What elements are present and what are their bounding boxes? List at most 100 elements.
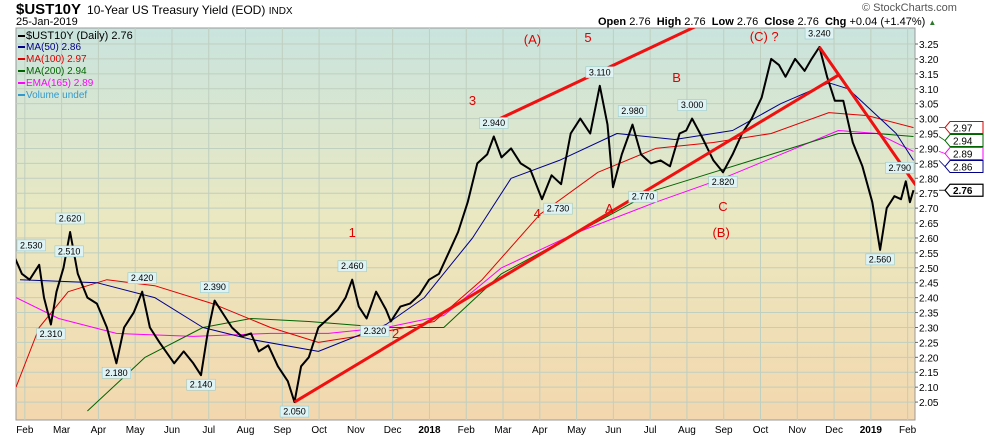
grid: [16, 28, 915, 420]
callout: 2.140: [186, 378, 216, 391]
callout-box: [677, 99, 707, 111]
y-tick-label: 3.10: [919, 85, 939, 96]
y-tick-label: 2.35: [919, 309, 939, 320]
callout: 2.980: [617, 105, 648, 117]
callout: 2.180: [101, 366, 131, 379]
callout: 2.310: [36, 328, 66, 340]
callout: 2.820: [708, 176, 738, 188]
y-tick-label: 2.55: [919, 249, 939, 260]
x-tick-label: Mar: [494, 425, 512, 436]
x-tick-label: May: [126, 425, 145, 436]
callout-box: [885, 161, 915, 174]
high-value: 2.76: [684, 16, 706, 28]
series-ma-100-: [16, 112, 914, 388]
chg-label: Chg: [824, 16, 847, 28]
callout-label: 2.420: [131, 273, 154, 283]
value-tag: 2.86: [938, 160, 984, 174]
callout-box: [186, 378, 216, 391]
y-tick-label: 2.45: [919, 279, 939, 290]
callout: 2.460: [337, 260, 367, 273]
wave-label: 5: [584, 30, 591, 45]
y-tick-label: 3.05: [919, 100, 939, 111]
callout-box: [279, 405, 310, 418]
legend-label: MA(200) 2.94: [26, 66, 87, 77]
callout: 2.320: [360, 325, 390, 337]
y-tick-label: 2.50: [919, 264, 939, 275]
callout-box: [16, 239, 46, 252]
y-tick-label: 3.20: [919, 55, 939, 66]
y-tick-label: 2.30: [919, 323, 939, 334]
callout: 3.240: [804, 27, 834, 40]
x-tick-label: Nov: [788, 425, 806, 436]
callout-label: 2.730: [547, 204, 570, 214]
callout-label: 2.320: [364, 326, 387, 336]
y-tick-label: 2.85: [919, 159, 939, 170]
x-tick-label: May: [567, 425, 586, 436]
x-tick-label: Feb: [16, 425, 34, 436]
value-tag: 2.97: [939, 121, 984, 135]
callout: 3.110: [585, 66, 614, 79]
callout: 2.510: [54, 245, 84, 258]
callout-label: 2.620: [59, 213, 82, 223]
y-tick-label: 3.15: [919, 70, 939, 81]
series--ust10y: [16, 46, 915, 404]
legend-label: MA(50) 2.86: [26, 42, 82, 53]
wave-label: B: [672, 70, 681, 85]
callout-label: 2.530: [20, 240, 43, 250]
value-tag-label: 2.89: [953, 150, 973, 161]
callout-box: [127, 272, 157, 284]
value-tag-leader: [938, 160, 946, 167]
value-tag-leader: [938, 151, 946, 154]
callout-label: 2.560: [869, 254, 892, 264]
value-tag-box: [944, 147, 984, 161]
y-tick-label: 2.60: [919, 234, 939, 245]
callout-label: 2.940: [483, 118, 506, 128]
open-label: Open: [598, 16, 627, 28]
y-tick-label: 2.75: [919, 189, 939, 200]
legend-item: $UST10Y (Daily) 2.76: [18, 30, 133, 42]
wave-label: 3: [469, 93, 476, 108]
y-tick-label: 2.05: [919, 398, 939, 409]
callout: 2.050: [279, 405, 310, 418]
legend-swatch: [18, 46, 25, 49]
x-tick-label: Dec: [825, 425, 843, 436]
callout-box: [865, 253, 895, 266]
wave-label: (C) ?: [750, 29, 779, 44]
legend-swatch: [18, 58, 25, 61]
close-value: 2.76: [797, 16, 819, 28]
callout-box: [101, 366, 131, 379]
callout-box: [543, 202, 573, 215]
low-value: 2.76: [736, 16, 759, 28]
callout: 2.390: [200, 281, 230, 293]
callout-box: [708, 176, 738, 188]
y-tick-label: 2.25: [919, 338, 939, 349]
plot-area: [15, 27, 916, 421]
value-tag-box: [944, 121, 984, 135]
value-tag-box: [944, 183, 984, 197]
low-label: Low: [711, 16, 734, 28]
callout-label: 3.110: [589, 67, 611, 77]
callout-label: 3.000: [681, 100, 704, 110]
x-tick-label: Feb: [899, 425, 917, 436]
high-label: High: [656, 16, 682, 28]
callout-box: [585, 66, 614, 79]
brand: © StockCharts.com: [862, 2, 957, 14]
value-tag-label: 2.97: [953, 124, 973, 135]
callout: 2.790: [885, 161, 915, 174]
legend-item: MA(50) 2.86: [18, 42, 81, 53]
callout-box: [200, 281, 230, 293]
y-tick-label: 2.65: [919, 219, 939, 230]
chart-title: $UST10Y 10-Year US Treasury Yield (EOD) …: [16, 1, 293, 18]
open-value: 2.76: [629, 16, 651, 28]
x-tick-label: Oct: [311, 425, 327, 436]
trendline: [496, 28, 696, 122]
callout: 2.420: [127, 272, 157, 284]
x-tick-label: Oct: [753, 425, 769, 436]
chart-date: 25-Jan-2019: [16, 16, 78, 28]
wave-label: C: [718, 199, 727, 214]
callout-box: [804, 27, 834, 40]
callout-label: 2.820: [712, 177, 735, 187]
y-tick-label: 2.80: [919, 174, 939, 185]
